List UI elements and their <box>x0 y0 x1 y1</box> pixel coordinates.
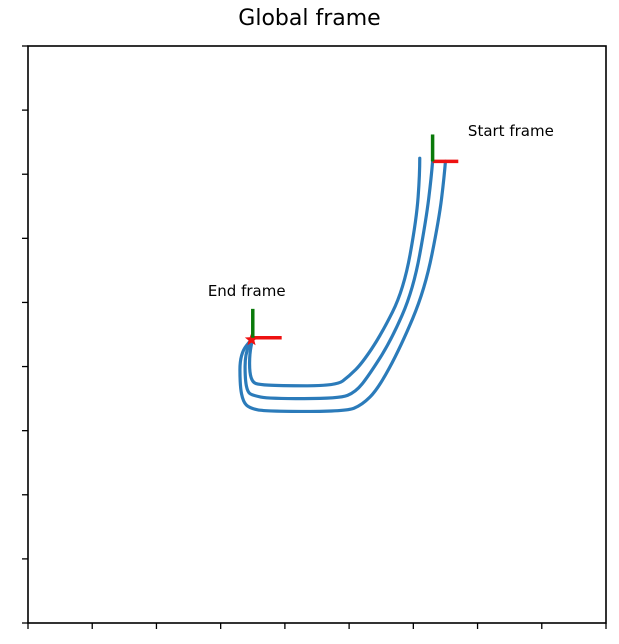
start-frame-label: Start frame <box>468 122 554 140</box>
axis-ticks <box>22 45 607 629</box>
trajectory-line-3 <box>238 159 448 414</box>
axes-border <box>27 45 607 624</box>
trajectory-line-1 <box>247 156 422 388</box>
chart-title: Global frame <box>238 6 381 31</box>
coordinate-frames: Start frame End frame <box>208 122 554 346</box>
trajectory-line-2 <box>243 159 435 401</box>
end-frame-label: End frame <box>208 282 286 300</box>
series-lines <box>238 156 448 414</box>
axes-frame <box>27 45 607 624</box>
end-star-marker <box>244 332 259 346</box>
